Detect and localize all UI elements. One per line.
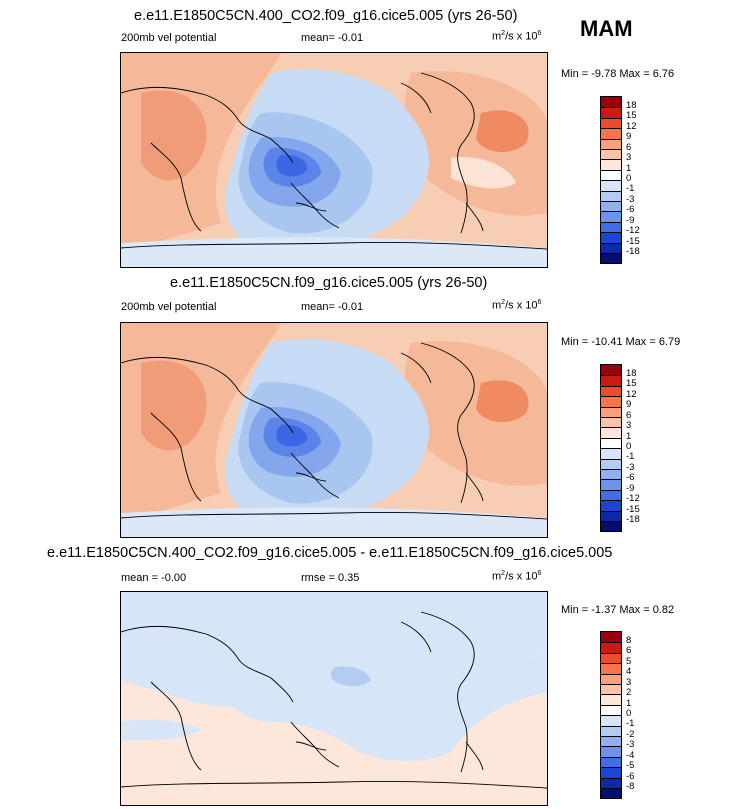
colorbar-label: 5 [626, 656, 632, 667]
panel-3-units: m2/s x 106 [492, 570, 542, 583]
colorbar-label: 0 [626, 708, 632, 719]
colorbar-label: 18 [626, 368, 637, 379]
colorbar-label: -15 [626, 236, 640, 247]
colorbar-label: 9 [626, 131, 632, 142]
colorbar-label: 12 [626, 389, 637, 400]
colorbar-label: -5 [626, 760, 635, 771]
colorbar-label: -9 [626, 215, 635, 226]
colorbar-label: -1 [626, 718, 635, 729]
colorbar-label: -9 [626, 483, 635, 494]
colorbar-label: 0 [626, 173, 632, 184]
panel-1-mean: mean= -0.01 [301, 32, 364, 44]
colorbar-label: -15 [626, 504, 640, 515]
panel-2-variable-label: 200mb vel potential [121, 301, 217, 313]
panel-1-title: e.e11.E1850C5CN.400_CO2.f09_g16.cice5.00… [134, 8, 518, 24]
colorbar-label: 4 [626, 666, 632, 677]
colorbar-label: -2 [626, 729, 635, 740]
colorbar-label: -3 [626, 739, 635, 750]
colorbar-label: 1 [626, 698, 632, 709]
colorbar-label: 18 [626, 100, 637, 111]
colorbar-label: 2 [626, 687, 632, 698]
colorbar-label: 1 [626, 431, 632, 442]
colorbar-label: 8 [626, 635, 632, 646]
colorbar-label: 3 [626, 152, 632, 163]
panel-2-title: e.e11.E1850C5CN.f09_g16.cice5.005 (yrs 2… [170, 275, 488, 291]
colorbar-label: -1 [626, 451, 635, 462]
colorbar-label: -12 [626, 493, 640, 504]
panel-2-map-field [121, 323, 547, 537]
colorbar-label: -12 [626, 225, 640, 236]
colorbar-label: -6 [626, 204, 635, 215]
season-label: MAM [580, 16, 633, 41]
colorbar-label: 3 [626, 677, 632, 688]
panel-3-map [120, 591, 548, 806]
panel-3-title: e.e11.E1850C5CN.400_CO2.f09_g16.cice5.00… [47, 545, 613, 561]
panel-1-map-field [121, 53, 547, 267]
panel-3-rmse: rmse = 0.35 [301, 572, 360, 584]
panel-3-colorbar [600, 631, 622, 799]
panel-1-colorbar [600, 96, 622, 264]
colorbar-label: 15 [626, 110, 637, 121]
colorbar-label: -8 [626, 781, 635, 792]
panel-3-min-max: Min = -1.37 Max = 0.82 [561, 604, 675, 616]
colorbar-label: 15 [626, 378, 637, 389]
panel-2-min-max: Min = -10.41 Max = 6.79 [561, 336, 681, 348]
colorbar-label: 6 [626, 142, 632, 153]
panel-2-colorbar [600, 364, 622, 532]
colorbar-label: -6 [626, 472, 635, 483]
panel-1-map [120, 52, 548, 268]
colorbar-label: -6 [626, 771, 635, 782]
colorbar-label: -18 [626, 246, 640, 257]
colorbar-label: 1 [626, 163, 632, 174]
colorbar-label: -3 [626, 194, 635, 205]
colorbar-label: 6 [626, 645, 632, 656]
colorbar-label: 9 [626, 399, 632, 410]
panel-3-map-field [121, 592, 547, 805]
panel-2-units: m2/s x 106 [492, 299, 542, 312]
panel-2-map [120, 322, 548, 538]
colorbar-label: 0 [626, 441, 632, 452]
panel-1-min-max: Min = -9.78 Max = 6.76 [561, 68, 675, 80]
colorbar-label: -4 [626, 750, 635, 761]
colorbar-label: -3 [626, 462, 635, 473]
colorbar-label: -18 [626, 514, 640, 525]
panel-3-mean: mean = -0.00 [121, 572, 187, 584]
colorbar-label: 12 [626, 121, 637, 132]
panel-2-mean: mean= -0.01 [301, 301, 364, 313]
colorbar-label: -1 [626, 183, 635, 194]
colorbar-label: 6 [626, 410, 632, 421]
panel-1-variable-label: 200mb vel potential [121, 32, 217, 44]
panel-1-units: m2/s x 106 [492, 30, 542, 43]
colorbar-label: 3 [626, 420, 632, 431]
